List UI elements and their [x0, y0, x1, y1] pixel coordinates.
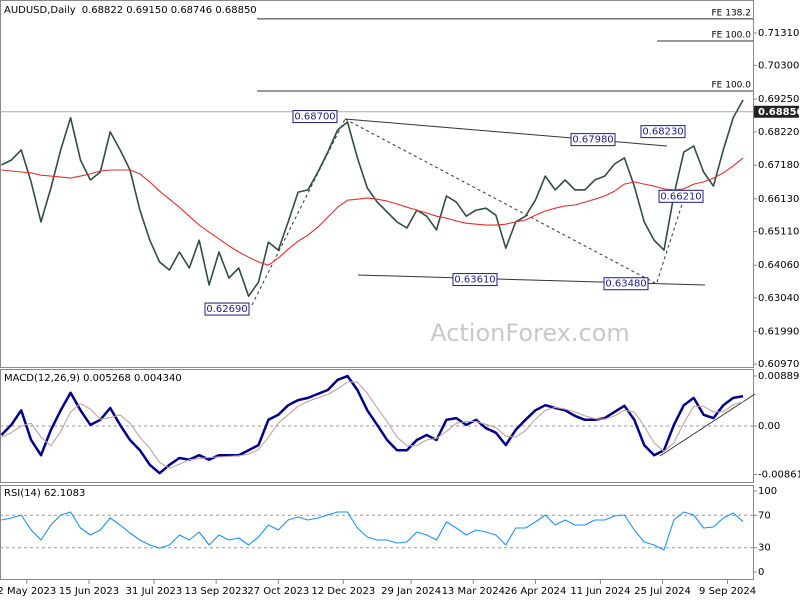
x-tick-label: 27 Oct 2023 — [247, 586, 309, 597]
price-annotation-box — [570, 133, 616, 147]
x-tick-label: 2 May 2023 — [0, 586, 56, 597]
fe-level-label: FE 100.0 — [712, 30, 752, 40]
trendline — [251, 118, 346, 306]
last-price-box — [754, 105, 799, 118]
price-annotation-box — [452, 273, 498, 287]
price-annotation: 0.62690 — [206, 304, 247, 315]
macd-trendline — [659, 393, 756, 457]
y-tick-label: 0.66130 — [758, 194, 799, 205]
x-tick-label: 15 Jun 2023 — [59, 586, 119, 597]
y-tick-label: 0.68220 — [758, 127, 799, 138]
series-line — [1, 157, 744, 266]
x-tick-label: 13 Sep 2023 — [184, 586, 247, 597]
chart-title: AUDUSD,Daily — [4, 5, 76, 16]
y-tick-label: 0.00 — [758, 421, 780, 432]
price-annotation: 0.68700 — [294, 112, 335, 123]
price-annotation-box — [292, 110, 338, 124]
x-tick-label: 12 Dec 2023 — [311, 586, 375, 597]
fe-level-label: FE 100.0 — [712, 80, 752, 90]
y-tick-label: 0.63040 — [758, 293, 799, 304]
price-annotation-box — [640, 125, 686, 139]
y-tick-label: 0.70300 — [758, 60, 799, 71]
quote: 0.68822 0.69150 0.68746 0.68850 — [82, 5, 257, 16]
y-tick-label: 0.69250 — [758, 94, 799, 105]
price-annotation-box — [204, 302, 250, 316]
x-tick-label: 25 Jul 2024 — [634, 586, 691, 597]
series-line — [1, 381, 744, 469]
series-line — [1, 99, 744, 298]
rsi-title: RSI(14) 62.1083 — [4, 488, 85, 499]
y-tick-label: 0.67180 — [758, 160, 799, 171]
x-tick-label: 29 Jan 2024 — [381, 586, 441, 597]
x-tick-label: 31 Jul 2023 — [126, 586, 183, 597]
price-annotation: 0.68230 — [642, 127, 683, 138]
y-tick-label: 30 — [758, 543, 771, 554]
x-tick-label: 26 Apr 2024 — [505, 586, 567, 597]
y-tick-label: 0.61990 — [758, 326, 799, 337]
y-tick-label: 0.65110 — [758, 227, 799, 238]
y-tick-label: 0.60970 — [758, 359, 799, 370]
price-annotation-box — [603, 277, 649, 291]
y-tick-label: 70 — [758, 510, 771, 521]
y-tick-label: 0.71310 — [758, 28, 799, 39]
price-annotation-box — [658, 189, 704, 203]
y-tick-label: 0.008896 — [758, 371, 800, 382]
series-line — [1, 511, 744, 551]
price-annotation: 0.63480 — [605, 279, 646, 290]
last-price-label: 0.68850 — [758, 107, 800, 118]
y-tick-label: 0.64060 — [758, 260, 799, 271]
x-tick-label: 9 Sep 2024 — [699, 586, 756, 597]
trendline — [344, 118, 656, 284]
y-tick-label: -0.008612 — [758, 469, 800, 480]
rsi-panel — [0, 485, 754, 580]
y-tick-label: 100 — [758, 486, 777, 497]
price-panel — [0, 0, 754, 368]
x-tick-label: 11 Jun 2024 — [570, 586, 630, 597]
chart-header: AUDUSD,Daily 0.68822 0.69150 0.68746 0.68… — [4, 5, 257, 16]
price-annotation: 0.63610 — [454, 275, 495, 286]
fe-level-label: FE 138.2 — [712, 8, 752, 18]
x-tick-label: 13 Mar 2024 — [442, 586, 505, 597]
watermark: ActionForex.com — [430, 319, 630, 347]
series-line — [0, 374, 744, 475]
y-tick-label: 0 — [758, 567, 764, 578]
price-annotation: 0.66210 — [660, 191, 701, 202]
price-annotation: 0.67980 — [572, 135, 613, 146]
macd-title: MACD(12,26,9) 0.005268 0.004340 — [4, 373, 182, 384]
